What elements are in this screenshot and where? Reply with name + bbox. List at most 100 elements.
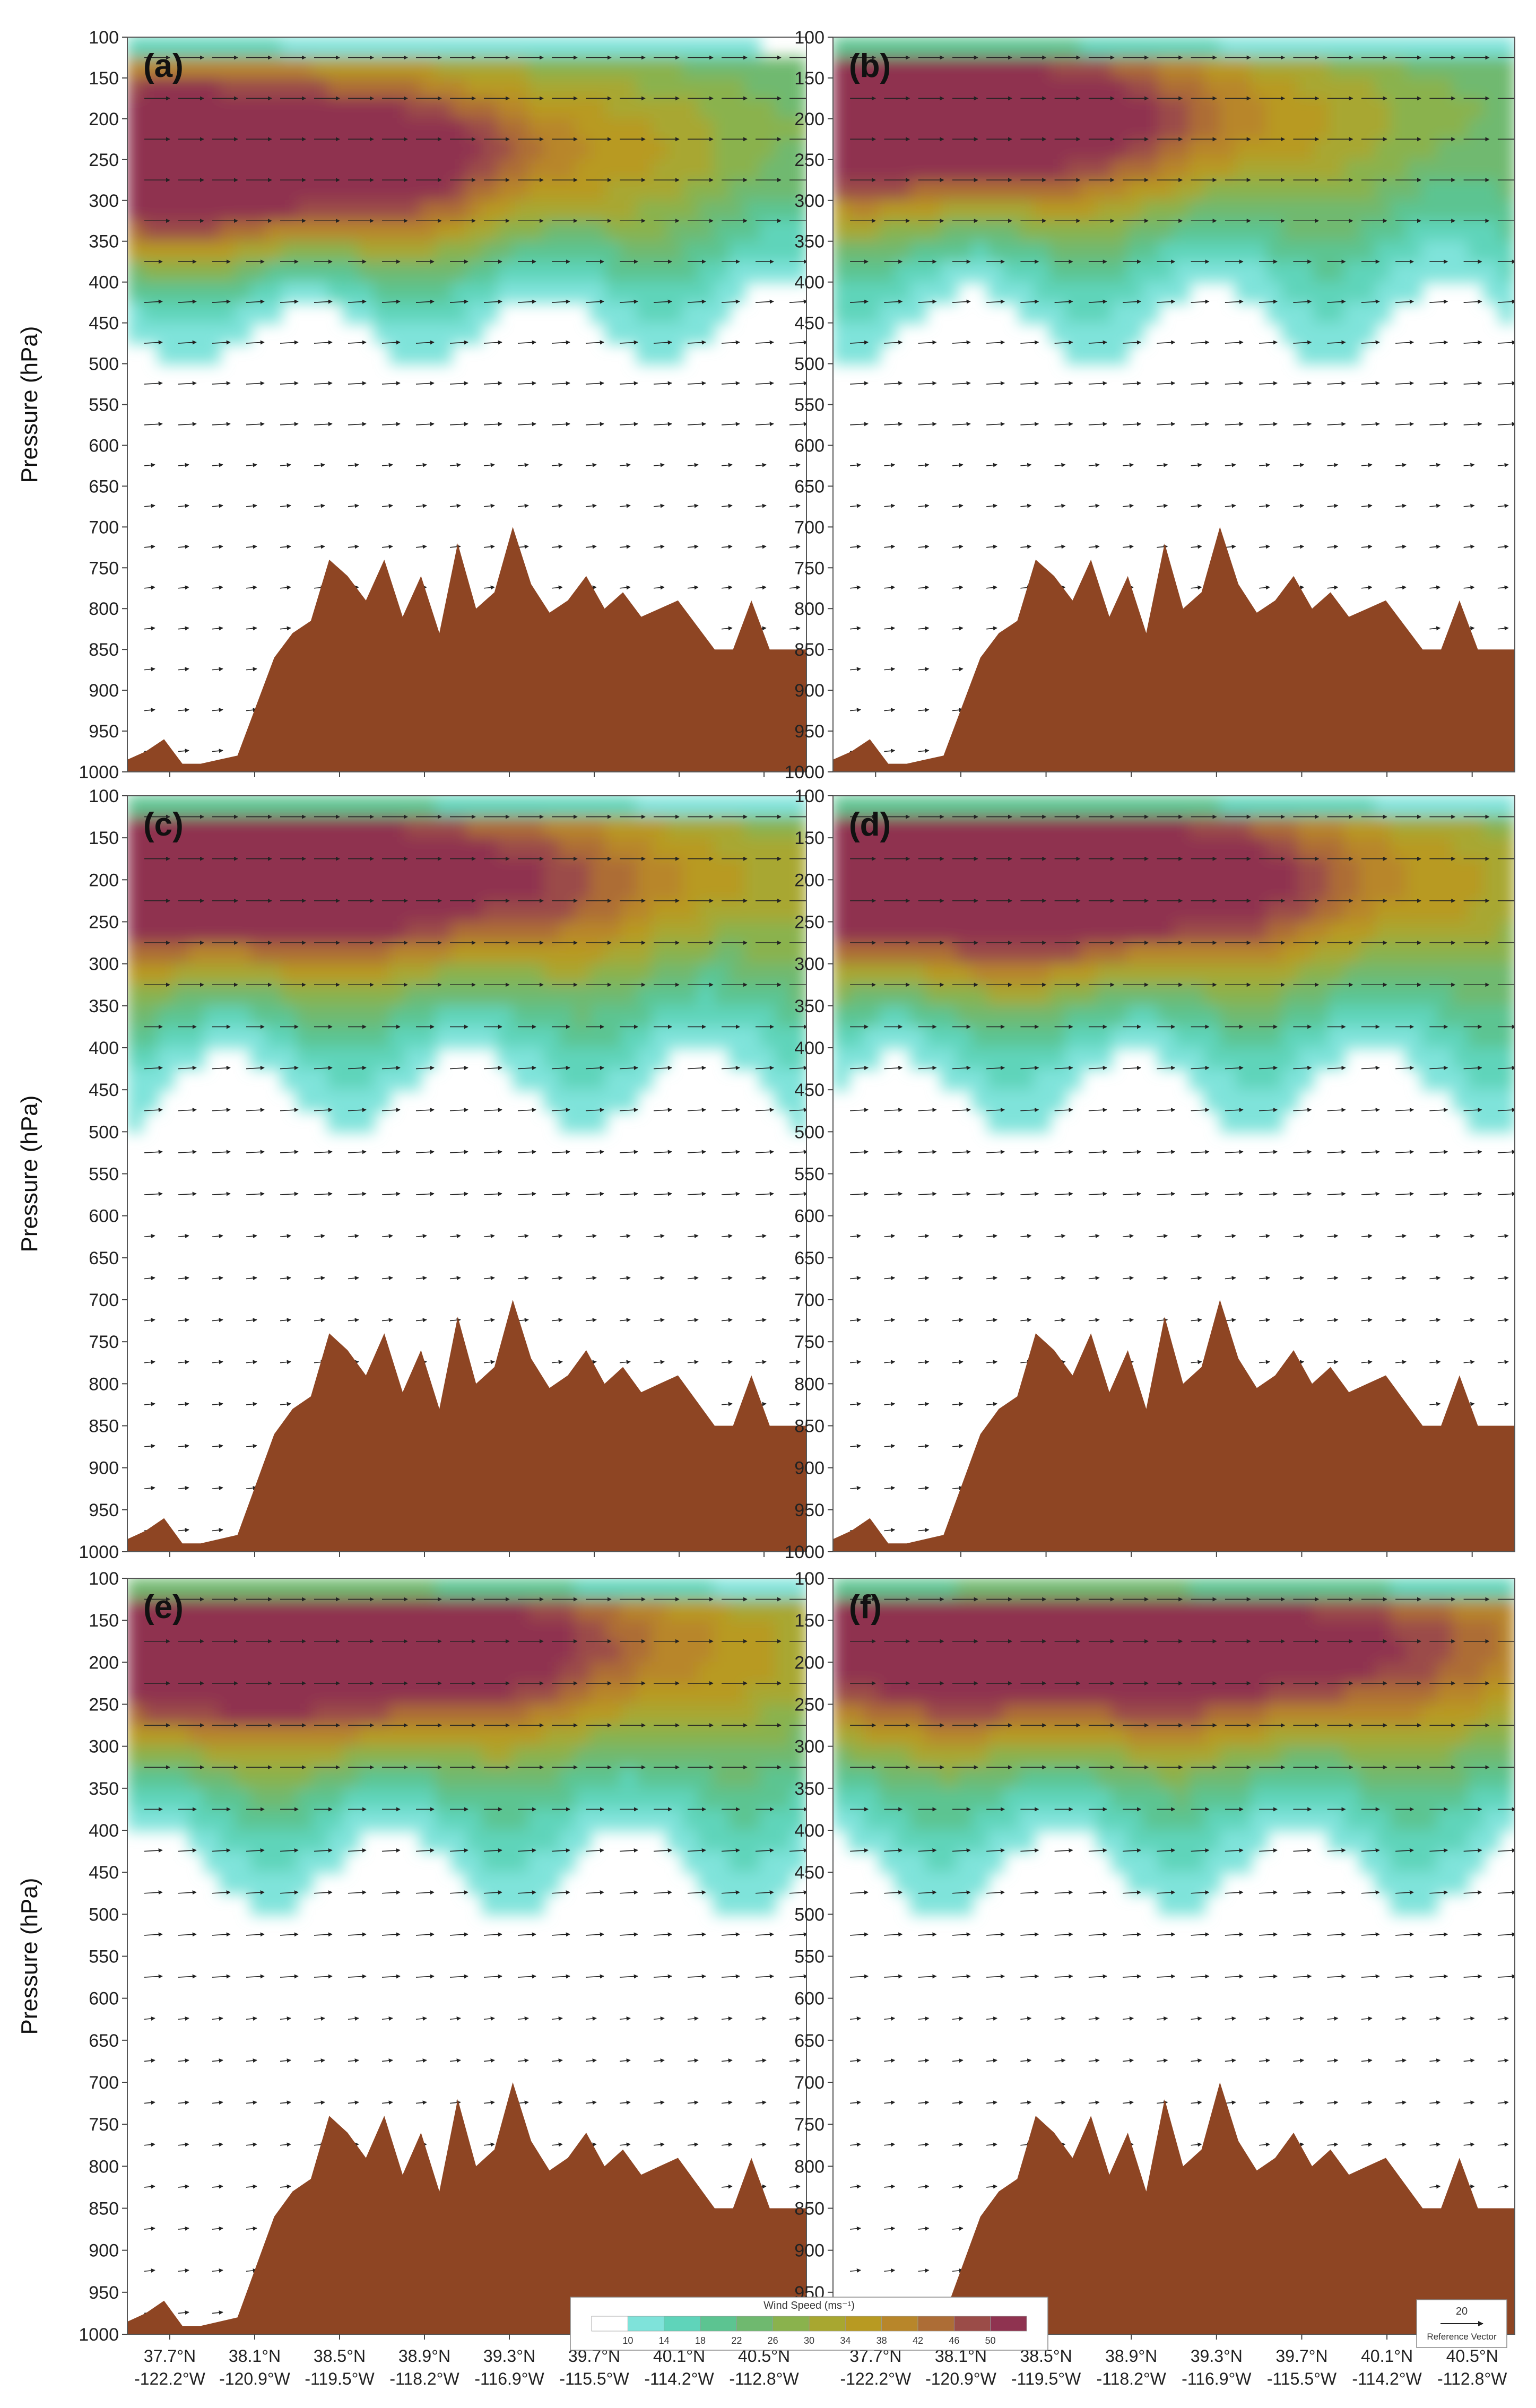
wind-vector [755,1233,767,1238]
wind-vector [551,503,563,508]
wind-vector [178,381,197,386]
wind-vector [1361,463,1373,467]
ytick-label: 350 [89,232,119,252]
wind-vector [789,299,806,304]
wind-vector [381,1276,393,1281]
wind-vectors [850,814,1515,1533]
wind-vector [144,1108,163,1112]
wind-vector [1123,544,1134,549]
wind-vector [789,1108,806,1112]
wind-vector [789,544,801,549]
wind-vector [653,503,665,508]
xtick-lat-label: 38.9°N [398,2346,450,2366]
ytick-label: 850 [89,1416,119,1437]
wind-vector [1020,1233,1032,1238]
wind-vector [1429,626,1441,631]
wind-vector [1463,422,1482,427]
wind-vector [1429,463,1441,467]
wind-vector [789,1402,801,1406]
wind-vector [178,1485,189,1490]
ytick-label: 550 [794,1947,825,1967]
wind-vector [952,1402,964,1406]
reference-vector-value: 20 [1456,2306,1468,2317]
wind-vector [884,1066,903,1070]
wind-vector [1395,381,1414,386]
wind-vector [585,1192,604,1196]
panel-label: (c) [143,806,184,843]
wind-vector [144,1444,155,1448]
wind-vector [1157,340,1176,345]
wind-vector [178,503,189,508]
legend-swatch [953,2316,991,2332]
wind-vector [178,1233,189,1238]
wind-vector [517,422,536,427]
ytick-label: 900 [89,2241,119,2261]
wind-vector [1395,422,1414,427]
ytick-label: 550 [89,1947,119,1967]
wind-vector [952,503,964,508]
wind-vector [1020,544,1032,549]
wind-vector [789,340,806,345]
wind-vector [1225,381,1244,386]
wind-vector [884,503,896,508]
wind-vector [1054,1276,1066,1281]
wind-vector [619,1150,638,1154]
wind-vector [918,1360,930,1364]
wind-vector [1088,1192,1107,1196]
wind-vector [619,1318,631,1323]
panel-b: 100 150 200 250 300 350 400 450 500 550 600 650 700 7… [784,28,1515,783]
wind-vector [449,340,468,345]
wind-vector [687,1233,699,1238]
wind-vector [280,1192,299,1196]
wind-vector [483,1233,495,1238]
wind-vector [619,1066,638,1070]
ytick-label: 200 [794,1653,825,1673]
wind-vector [1293,422,1312,427]
wind-vector [619,1233,631,1238]
wind-vector [850,1485,861,1490]
wind-vector [1259,340,1278,345]
wind-vector [687,299,706,304]
ytick-label: 800 [89,599,119,619]
wind-vector [850,1360,861,1364]
wind-vector [280,585,291,590]
wind-vector [449,544,461,549]
legend-tick-label: 42 [913,2335,923,2346]
wind-vector [789,463,801,467]
ytick-label: 200 [89,109,119,129]
ytick-label: 750 [794,558,825,578]
xtick-lat-label: 38.9°N [1105,2346,1157,2366]
wind-vector [178,1402,189,1406]
wind-vector [212,1485,223,1490]
wind-vector [415,1108,435,1112]
ytick-label: 400 [794,1821,825,1841]
wind-vector [721,1192,740,1196]
wind-vector [483,463,495,467]
wind-vector [1361,503,1373,508]
wind-vector [178,1108,197,1112]
wind-vector [246,1233,257,1238]
wind-vector [212,1360,223,1364]
wind-vector [381,340,401,345]
wind-vector [144,544,155,549]
wind-vector [986,463,997,467]
wind-vector [1395,463,1407,467]
xtick-lat-label: 38.5°N [314,2346,366,2366]
wind-vector [789,1360,801,1364]
wind-vector [1020,1276,1032,1281]
wind-vector [415,1150,435,1154]
wind-vector [178,1192,197,1196]
wind-vector [517,1233,529,1238]
ytick-label: 750 [89,558,119,578]
wind-vector [517,1066,536,1070]
wind-vector [952,1360,964,1364]
ytick-label: 650 [794,476,825,497]
ytick-label: 650 [794,2031,825,2051]
xtick-lat-label: 39.3°N [1191,2346,1243,2366]
wind-vector [687,544,699,549]
ytick-label: 300 [89,954,119,975]
wind-vector [1327,340,1346,345]
wind-vector [483,1276,495,1281]
xtick-lon-label: -118.2°W [389,2369,459,2388]
wind-vector [850,667,861,672]
